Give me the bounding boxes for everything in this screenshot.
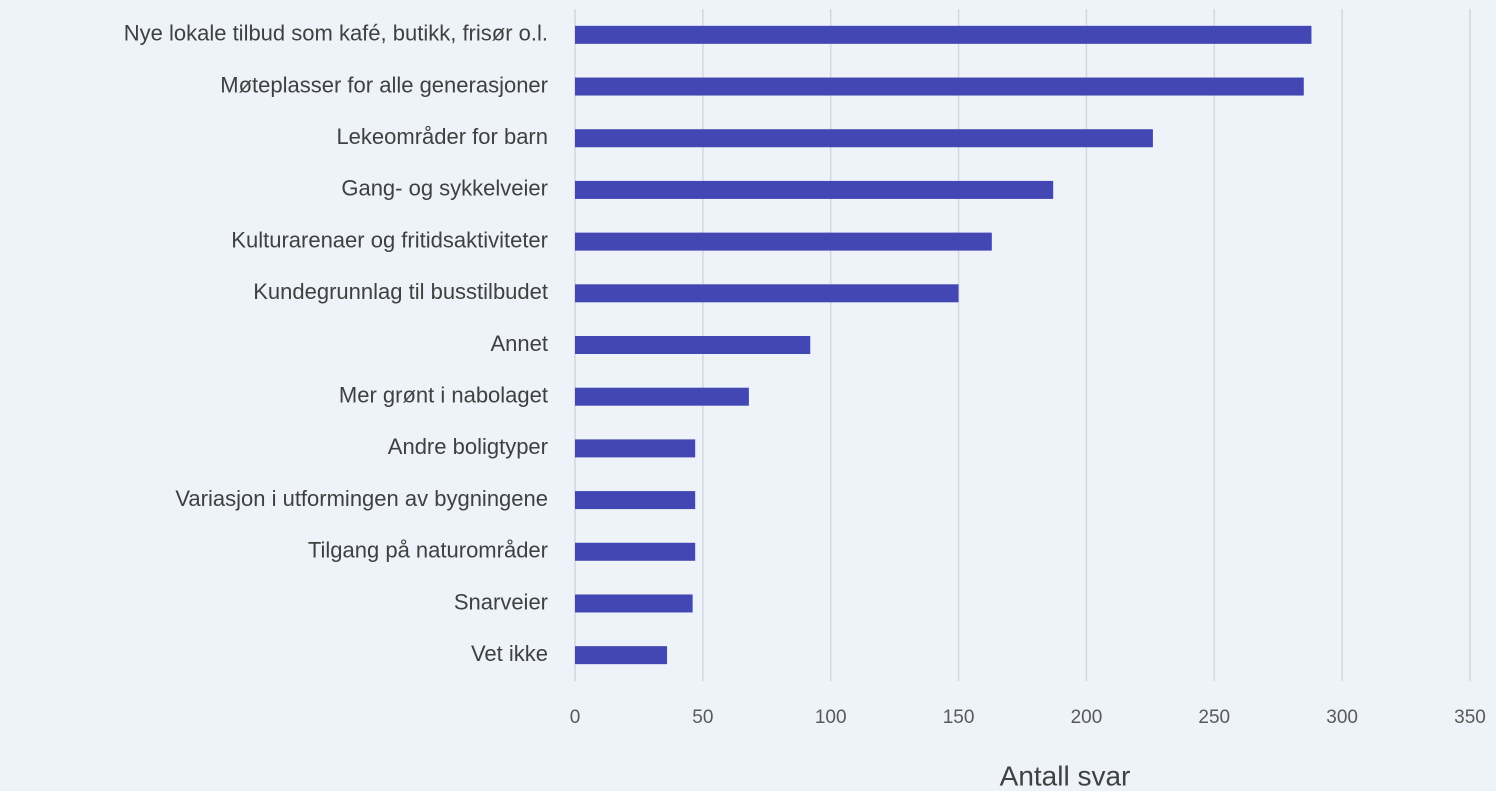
x-tick-label: 0: [570, 707, 581, 728]
y-tick-label: Snarveier: [454, 589, 548, 614]
x-tick-label: 100: [815, 707, 847, 728]
y-tick-label: Variasjon i utformingen av bygningene: [175, 486, 548, 511]
x-tick-label: 300: [1326, 707, 1358, 728]
bar: [575, 594, 693, 613]
bar: [575, 129, 1153, 148]
y-tick-label: Gang- og sykkelveier: [341, 176, 548, 201]
bar: [575, 336, 811, 354]
bar: [575, 180, 1054, 199]
bar: [575, 232, 992, 251]
bar: [575, 77, 1304, 96]
x-tick-label: 150: [943, 707, 975, 728]
y-tick-label: Vet ikke: [471, 641, 548, 666]
bar: [575, 491, 696, 510]
y-tick-label: Lekeområder for barn: [336, 124, 548, 149]
x-tick-label: 50: [692, 707, 713, 728]
y-tick-label: Nye lokale tilbud som kafé, butikk, fris…: [124, 21, 548, 46]
y-tick-label: Kulturarenaer og fritidsaktiviteter: [231, 227, 548, 252]
y-tick-label: Kundegrunnlag til busstilbudet: [253, 279, 548, 304]
x-tick-label: 200: [1071, 707, 1103, 728]
y-tick-label: Mer grønt i nabolaget: [339, 383, 548, 408]
bar: [575, 646, 668, 665]
y-tick-label: Annet: [491, 331, 549, 356]
y-tick-label: Tilgang på naturområder: [308, 538, 548, 563]
x-tick-label: 250: [1198, 707, 1230, 728]
x-tick-label: 350: [1454, 707, 1486, 728]
y-tick-label: Møteplasser for alle generasjoner: [220, 72, 548, 97]
x-axis-title: Antall svar: [1000, 760, 1131, 791]
bar: [575, 284, 959, 303]
y-tick-label: Andre boligtyper: [388, 434, 548, 459]
bar: [575, 439, 696, 458]
bar: [575, 542, 696, 561]
bar: [575, 387, 749, 406]
bar: [575, 25, 1312, 44]
